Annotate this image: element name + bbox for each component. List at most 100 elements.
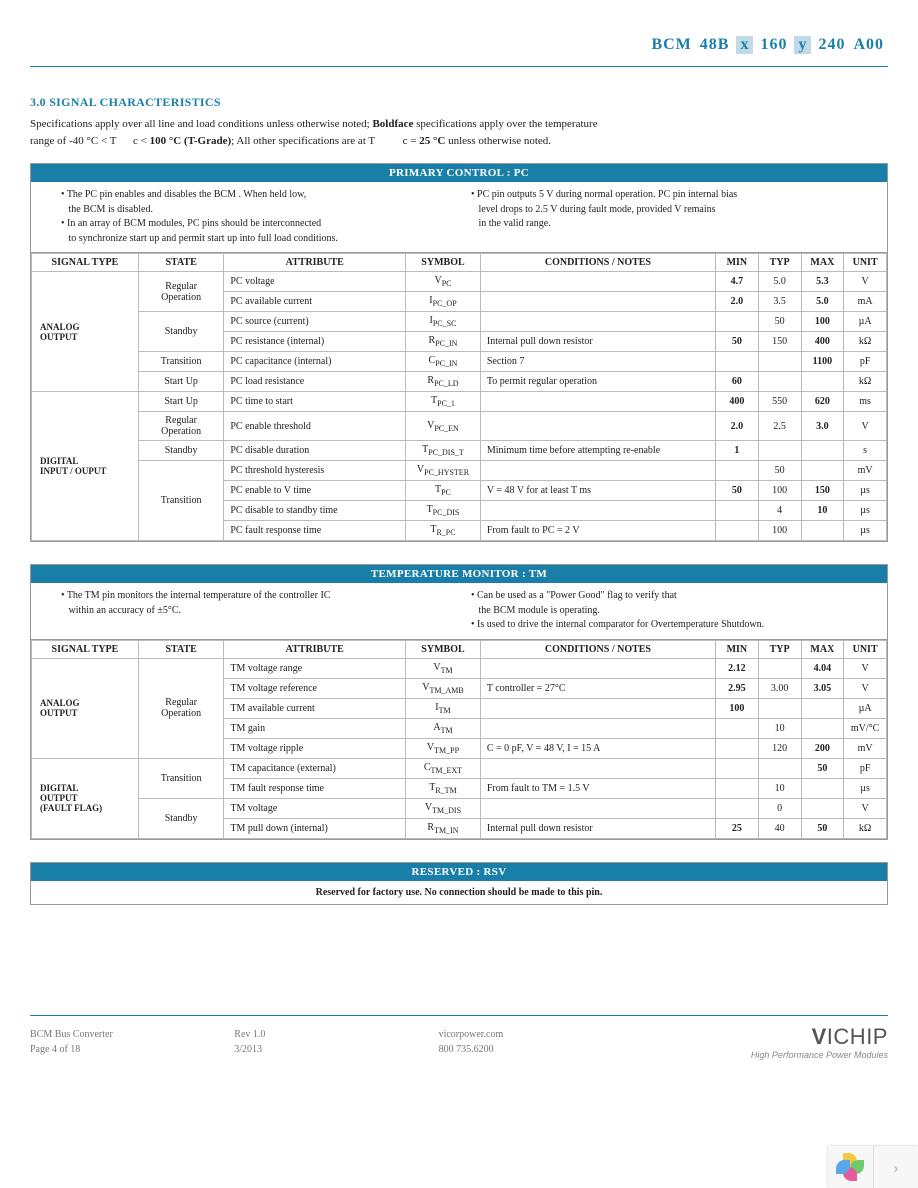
table-temperature-monitor: TEMPERATURE MONITOR : TM • The TM pin mo…: [30, 564, 888, 840]
cell: [480, 272, 715, 292]
cell: From fault to PC = 2 V: [480, 521, 715, 541]
cell: 3.00: [758, 678, 801, 698]
note-bullet: • PC pin outputs 5 V during normal opera…: [459, 188, 869, 232]
cell: 50: [801, 818, 844, 838]
state-cell: Standby: [138, 312, 224, 352]
cell: T controller = 27°C: [480, 678, 715, 698]
cell: VTM_PP: [406, 738, 481, 758]
hdr-5: 240: [818, 36, 845, 54]
section-title: 3.0 SIGNAL CHARACTERISTICS: [30, 95, 888, 110]
col-header: SIGNAL TYPE: [32, 640, 139, 658]
table-row: ANALOGOUTPUTRegularOperationPC voltageVP…: [32, 272, 887, 292]
cell: PC load resistance: [224, 372, 406, 392]
table1: SIGNAL TYPESTATEATTRIBUTESYMBOLCONDITION…: [31, 253, 887, 541]
cell: 2.95: [716, 678, 759, 698]
cell: [801, 778, 844, 798]
col-header: MAX: [801, 254, 844, 272]
chevron-right-icon[interactable]: ›: [873, 1146, 918, 1188]
signal-type-cell: DIGITALINPUT / OUPUT: [32, 392, 139, 541]
cell: mV: [844, 461, 887, 481]
cell: [758, 698, 801, 718]
cell: 4.04: [801, 658, 844, 678]
hdr-3: 160: [760, 36, 787, 54]
cell: CTM_EXT: [406, 758, 481, 778]
state-cell: Transition: [138, 461, 224, 541]
cell: 10: [801, 501, 844, 521]
flower-icon[interactable]: [828, 1146, 873, 1188]
corner-widget[interactable]: ›: [828, 1146, 918, 1188]
col-header: TYP: [758, 254, 801, 272]
table-row: Start UpPC load resistanceRPC_LDTo permi…: [32, 372, 887, 392]
cell: C = 0 pF, V = 48 V, I = 15 A: [480, 738, 715, 758]
cell: 50: [801, 758, 844, 778]
cell: TPC_DIS: [406, 501, 481, 521]
cell: IPC_SC: [406, 312, 481, 332]
cell: IPC_OP: [406, 292, 481, 312]
table-row: TransitionPC threshold hysteresisVPC_HYS…: [32, 461, 887, 481]
cell: 60: [716, 372, 759, 392]
cell: 50: [716, 332, 759, 352]
cell: [480, 312, 715, 332]
col-header: CONDITIONS / NOTES: [480, 640, 715, 658]
col-header: SYMBOL: [406, 254, 481, 272]
footer-url: vicorpower.com: [439, 1027, 643, 1042]
cell: Internal pull down resistor: [480, 332, 715, 352]
cell: VTM_DIS: [406, 798, 481, 818]
hdr-0: BCM: [651, 36, 691, 54]
cell: 4.7: [716, 272, 759, 292]
cell: RTM_IN: [406, 818, 481, 838]
cell: 400: [801, 332, 844, 352]
footer-logo-sub: High Performance Power Modules: [751, 1050, 888, 1060]
footer-page: Page 4 of 18: [30, 1042, 234, 1057]
table-row: TransitionPC capacitance (internal)CPC_I…: [32, 352, 887, 372]
table-row: ANALOGOUTPUTRegularOperationTM voltage r…: [32, 658, 887, 678]
cell: µs: [844, 481, 887, 501]
cell: [801, 461, 844, 481]
cell: 50: [716, 481, 759, 501]
col-header: MIN: [716, 254, 759, 272]
cell: [480, 718, 715, 738]
col-header: ATTRIBUTE: [224, 254, 406, 272]
cell: 100: [716, 698, 759, 718]
cell: [801, 441, 844, 461]
cell: [801, 372, 844, 392]
cell: 1: [716, 441, 759, 461]
cell: PC fault response time: [224, 521, 406, 541]
cell: [480, 698, 715, 718]
signal-type-cell: ANALOGOUTPUT: [32, 272, 139, 392]
cell: PC enable threshold: [224, 412, 406, 441]
cell: 2.0: [716, 412, 759, 441]
cell: PC enable to V time: [224, 481, 406, 501]
state-cell: Transition: [138, 352, 224, 372]
cell: V: [844, 798, 887, 818]
cell: V: [844, 412, 887, 441]
cell: PC threshold hysteresis: [224, 461, 406, 481]
col-header: CONDITIONS / NOTES: [480, 254, 715, 272]
cell: PC voltage: [224, 272, 406, 292]
hdr-6: A00: [853, 36, 884, 54]
cell: TM available current: [224, 698, 406, 718]
cell: 3.05: [801, 678, 844, 698]
cell: 10: [758, 778, 801, 798]
state-cell: Standby: [138, 798, 224, 838]
cell: 550: [758, 392, 801, 412]
cell: TM voltage: [224, 798, 406, 818]
cell: TPC_DIS_T: [406, 441, 481, 461]
cell: kΩ: [844, 818, 887, 838]
state-cell: Standby: [138, 441, 224, 461]
cell: TM gain: [224, 718, 406, 738]
cell: [716, 738, 759, 758]
cell: [716, 778, 759, 798]
col-header: STATE: [138, 254, 224, 272]
footer-rev: Rev 1.0: [234, 1027, 438, 1042]
cell: PC source (current): [224, 312, 406, 332]
page-header: BCM 48B x 160 y 240 A00: [30, 36, 888, 67]
cell: TM voltage range: [224, 658, 406, 678]
cell: [716, 352, 759, 372]
col-header: TYP: [758, 640, 801, 658]
cell: [758, 372, 801, 392]
table-row: DIGITALOUTPUT(FAULT FLAG)TransitionTM ca…: [32, 758, 887, 778]
state-cell: RegularOperation: [138, 412, 224, 441]
cell: 620: [801, 392, 844, 412]
cell: kΩ: [844, 372, 887, 392]
